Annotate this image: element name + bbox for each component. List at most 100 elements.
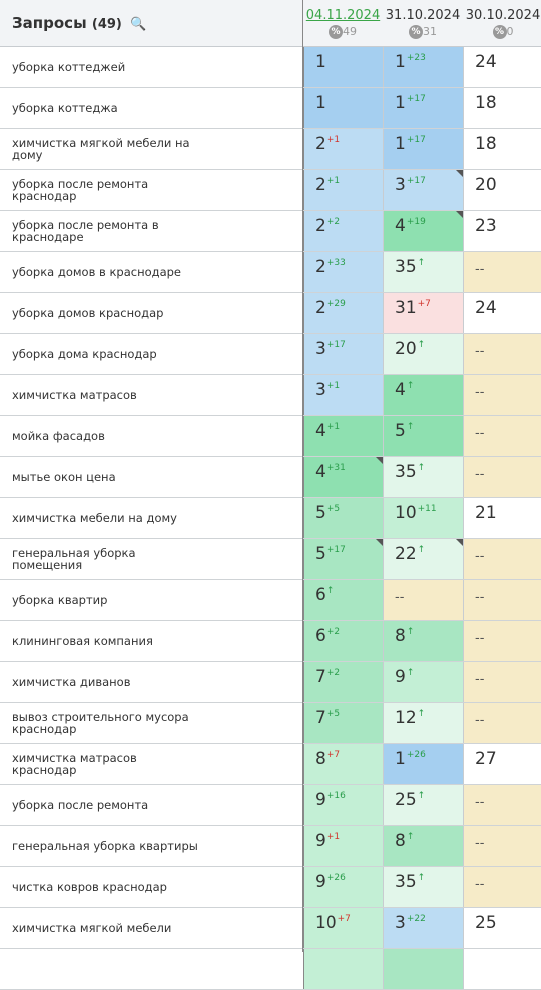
position-cell[interactable]: --	[463, 375, 541, 415]
query-cell[interactable]: уборка домов в краснодаре	[0, 252, 303, 292]
query-cell[interactable]: химчистка матрасов краснодар	[0, 744, 303, 784]
position-cell[interactable]: 4+1	[303, 416, 383, 456]
position-cell[interactable]: 8↑	[383, 826, 463, 866]
query-cell[interactable]: чистка ковров краснодар	[0, 867, 303, 907]
position-cell[interactable]: --	[463, 621, 541, 661]
position-cell[interactable]: 18	[463, 129, 541, 169]
position-cell[interactable]: 2+29	[303, 293, 383, 333]
position-cell[interactable]: 7+5	[303, 703, 383, 743]
query-cell[interactable]: химчистка мебели на дому	[0, 498, 303, 538]
position-cell[interactable]: 7+2	[303, 662, 383, 702]
position-cell[interactable]: --	[463, 457, 541, 497]
query-cell[interactable]: мытье окон цена	[0, 457, 303, 497]
position-cell[interactable]: --	[463, 703, 541, 743]
position-cell[interactable]: 6↑	[303, 580, 383, 620]
position-cell[interactable]: 8+7	[303, 744, 383, 784]
position-cell[interactable]: 35↑	[383, 867, 463, 907]
query-cell[interactable]: химчистка матрасов	[0, 375, 303, 415]
position-cell[interactable]: 1+17	[383, 88, 463, 128]
position-cell[interactable]: 10+11	[383, 498, 463, 538]
position-cell[interactable]: --	[463, 785, 541, 825]
position-cell[interactable]: 9+16	[303, 785, 383, 825]
position-cell[interactable]: 3+22	[383, 908, 463, 948]
query-cell[interactable]: уборка коттеджа	[0, 88, 303, 128]
position-cell[interactable]: --	[383, 580, 463, 620]
percent-icon[interactable]: %	[329, 25, 343, 39]
query-cell[interactable]: уборка коттеджей	[0, 47, 303, 87]
position-cell[interactable]: 4↑	[383, 375, 463, 415]
position-cell[interactable]: 5↑	[383, 416, 463, 456]
search-icon[interactable]: 🔍	[130, 17, 147, 32]
position-cell[interactable]: 2+33	[303, 252, 383, 292]
position-cell[interactable]	[303, 949, 383, 989]
position-cell[interactable]: 5+17	[303, 539, 383, 579]
position-cell[interactable]: 18	[463, 88, 541, 128]
position-cell[interactable]: 20	[463, 170, 541, 210]
position-cell[interactable]: 8↑	[383, 621, 463, 661]
position-cell[interactable]: --	[463, 662, 541, 702]
position-cell[interactable]: 1+26	[383, 744, 463, 784]
query-cell[interactable]: уборка после ремонта в краснодаре	[0, 211, 303, 251]
position-cell[interactable]: 35↑	[383, 457, 463, 497]
position-cell[interactable]: 3+17	[303, 334, 383, 374]
position-cell[interactable]: --	[463, 826, 541, 866]
query-cell[interactable]: клининговая компания	[0, 621, 303, 661]
position-cell[interactable]: 27	[463, 744, 541, 784]
query-cell[interactable]: уборка после ремонта	[0, 785, 303, 825]
position-cell[interactable]: 31+7	[383, 293, 463, 333]
query-cell[interactable]	[0, 949, 303, 989]
position-cell[interactable]: 25↑	[383, 785, 463, 825]
position-cell[interactable]: 4+19	[383, 211, 463, 251]
position-cell[interactable]: 5+5	[303, 498, 383, 538]
query-cell[interactable]: химчистка мягкой мебели	[0, 908, 303, 948]
position-cell[interactable]: 24	[463, 47, 541, 87]
query-cell[interactable]: химчистка мягкой мебели на дому	[0, 129, 303, 169]
position-cell[interactable]: --	[463, 416, 541, 456]
query-cell[interactable]: химчистка диванов	[0, 662, 303, 702]
position-cell[interactable]: 23	[463, 211, 541, 251]
position-cell[interactable]: 1+23	[383, 47, 463, 87]
position-cell[interactable]: 12↑	[383, 703, 463, 743]
position-cell[interactable]: --	[463, 539, 541, 579]
percent-icon[interactable]: %	[492, 25, 507, 39]
position-cell[interactable]: 2+1	[303, 170, 383, 210]
query-cell[interactable]: мойка фасадов	[0, 416, 303, 456]
position-cell[interactable]	[383, 949, 463, 989]
position-cell[interactable]: 9+26	[303, 867, 383, 907]
position-cell[interactable]: 9+1	[303, 826, 383, 866]
position-cell[interactable]: 1	[303, 47, 383, 87]
position-cell[interactable]: --	[463, 580, 541, 620]
position-cell[interactable]: 10+7	[303, 908, 383, 948]
position-cell[interactable]	[463, 949, 541, 989]
date-column-header[interactable]: 31.10.2024	[385, 8, 461, 23]
position-cell[interactable]: 4+31	[303, 457, 383, 497]
position-cell[interactable]: 3+17	[383, 170, 463, 210]
position-cell[interactable]: 25	[463, 908, 541, 948]
position-cell[interactable]: 24	[463, 293, 541, 333]
position-cell[interactable]: 22↑	[383, 539, 463, 579]
query-cell[interactable]: генеральная уборка квартиры	[0, 826, 303, 866]
position-cell[interactable]: 6+2	[303, 621, 383, 661]
query-cell[interactable]: вывоз строительного мусора краснодар	[0, 703, 303, 743]
query-cell[interactable]: уборка после ремонта краснодар	[0, 170, 303, 210]
position-cell[interactable]: 35↑	[383, 252, 463, 292]
query-cell[interactable]: уборка квартир	[0, 580, 303, 620]
query-cell[interactable]: уборка домов краснодар	[0, 293, 303, 333]
position-cell[interactable]: 1	[303, 88, 383, 128]
position-cell[interactable]: 3+1	[303, 375, 383, 415]
query-cell[interactable]: генеральная уборка помещения	[0, 539, 303, 579]
position-cell[interactable]: 9↑	[383, 662, 463, 702]
percent-icon[interactable]: %	[409, 25, 423, 39]
position-cell[interactable]: --	[463, 334, 541, 374]
position-cell[interactable]: --	[463, 252, 541, 292]
position-cell[interactable]: --	[463, 867, 541, 907]
queries-header[interactable]: Запросы (49) 🔍	[12, 14, 146, 32]
position-cell[interactable]: 20↑	[383, 334, 463, 374]
position-cell[interactable]: 2+2	[303, 211, 383, 251]
position-cell[interactable]: 21	[463, 498, 541, 538]
position-cell[interactable]: 2+1	[303, 129, 383, 169]
position-cell[interactable]: 1+17	[383, 129, 463, 169]
query-cell[interactable]: уборка дома краснодар	[0, 334, 303, 374]
date-column-header[interactable]: 04.11.2024	[305, 8, 381, 23]
date-column-header[interactable]: 30.10.2024	[465, 8, 541, 23]
